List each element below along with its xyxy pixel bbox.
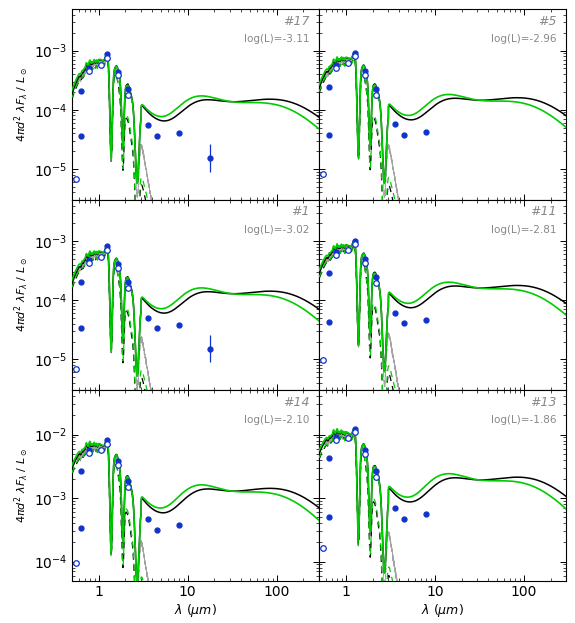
Text: log(L)=-2.81: log(L)=-2.81 xyxy=(491,224,557,234)
Text: #14: #14 xyxy=(283,396,309,409)
Text: #17: #17 xyxy=(283,15,309,28)
X-axis label: $\lambda\ (\mu m)$: $\lambda\ (\mu m)$ xyxy=(421,602,464,619)
Text: #13: #13 xyxy=(530,396,557,409)
Text: log(L)=-3.02: log(L)=-3.02 xyxy=(244,224,309,234)
Text: log(L)=-2.10: log(L)=-2.10 xyxy=(244,415,309,425)
Text: #11: #11 xyxy=(530,206,557,219)
Text: #5: #5 xyxy=(538,15,557,28)
Text: log(L)=-2.96: log(L)=-2.96 xyxy=(491,34,557,44)
Text: log(L)=-1.86: log(L)=-1.86 xyxy=(491,415,557,425)
Y-axis label: $4\pi d^2\ \lambda F_\lambda\ /\ L_\odot$: $4\pi d^2\ \lambda F_\lambda\ /\ L_\odot… xyxy=(12,257,30,333)
Text: log(L)=-3.11: log(L)=-3.11 xyxy=(244,34,309,44)
X-axis label: $\lambda\ (\mu m)$: $\lambda\ (\mu m)$ xyxy=(174,602,217,619)
Text: #1: #1 xyxy=(291,206,309,219)
Y-axis label: $4\pi d^2\ \lambda F_\lambda\ /\ L_\odot$: $4\pi d^2\ \lambda F_\lambda\ /\ L_\odot… xyxy=(12,448,30,523)
Y-axis label: $4\pi d^2\ \lambda F_\lambda\ /\ L_\odot$: $4\pi d^2\ \lambda F_\lambda\ /\ L_\odot… xyxy=(12,67,30,142)
